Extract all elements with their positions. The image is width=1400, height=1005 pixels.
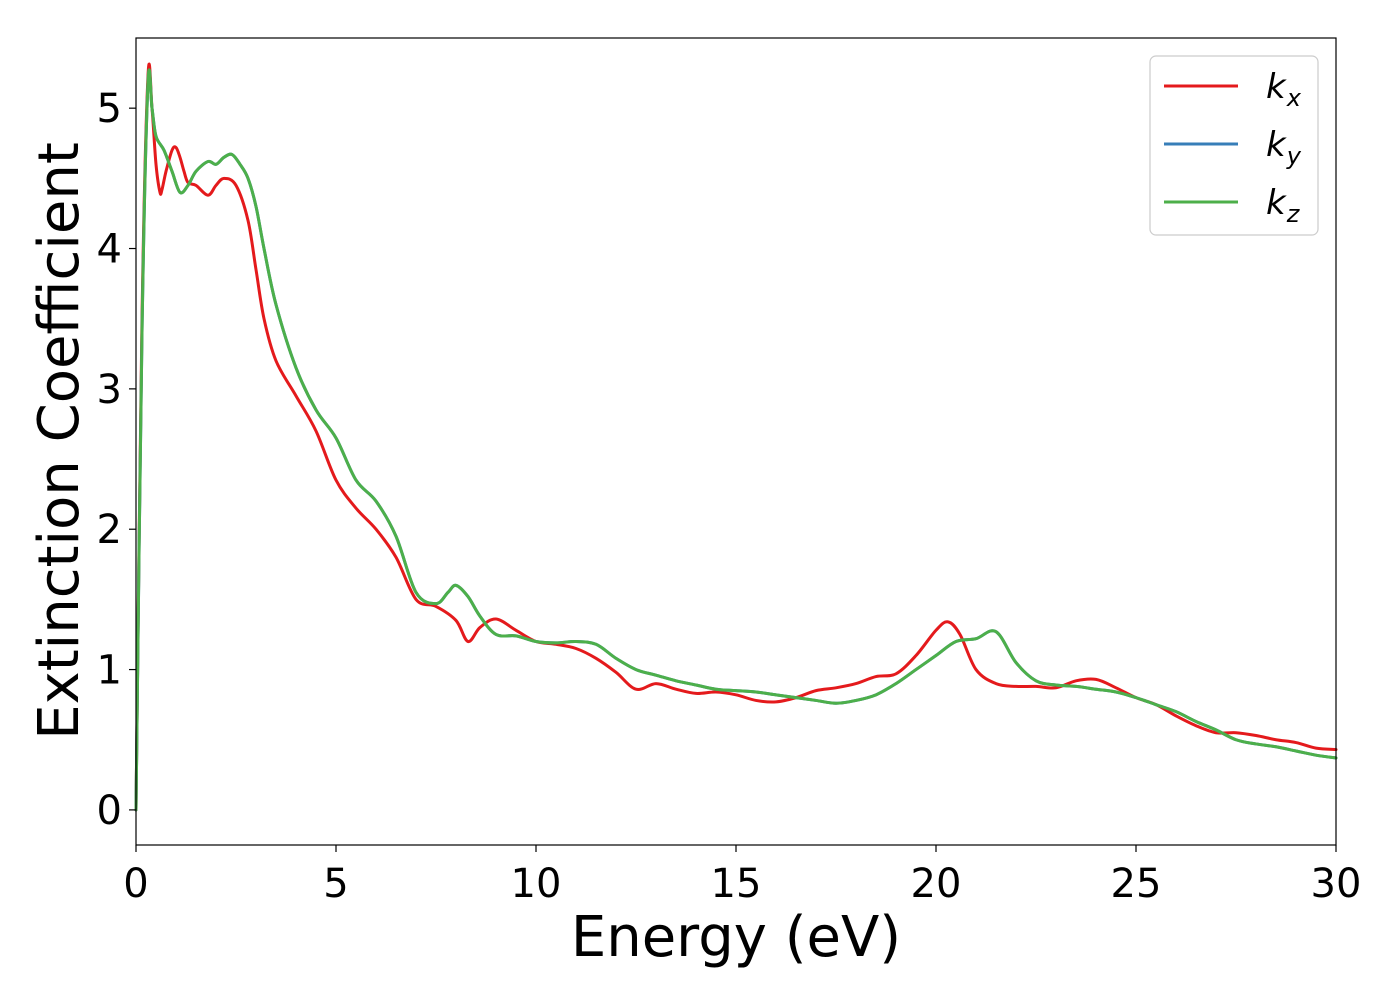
- legend-items: kx ky kz: [1164, 67, 1302, 228]
- x-axis-ticks: 0 5 10 15 20 25 30: [123, 845, 1361, 907]
- legend-label-y: ky: [1266, 125, 1302, 170]
- y-tick-label: 1: [97, 648, 122, 694]
- y-tick-label: 2: [97, 507, 122, 553]
- x-tick-label: 10: [511, 861, 562, 907]
- x-tick-label: 0: [123, 861, 148, 907]
- legend: kx ky kz: [1149, 55, 1319, 236]
- y-tick-label: 5: [97, 86, 122, 132]
- legend-label-x: kx: [1266, 67, 1302, 112]
- series-line-x: [134, 62, 1338, 812]
- y-tick-label: 0: [97, 788, 122, 834]
- x-tick-label: 5: [323, 861, 348, 907]
- y-tick-label: 4: [97, 227, 122, 273]
- x-axis-title: Energy (eV): [571, 905, 901, 970]
- x-tick-label: 15: [711, 861, 762, 907]
- series-line-z: [134, 68, 1338, 812]
- y-axis-ticks: 0 1 2 3 4 5: [97, 86, 136, 834]
- x-tick-label: 20: [911, 861, 962, 907]
- y-tick-label: 3: [97, 367, 122, 413]
- x-tick-label: 25: [1111, 861, 1162, 907]
- legend-label-z: kz: [1266, 183, 1301, 228]
- x-tick-label: 30: [1311, 861, 1362, 907]
- y-axis-title: Extinction Coefficient: [27, 142, 92, 740]
- series-layer: [134, 62, 1338, 812]
